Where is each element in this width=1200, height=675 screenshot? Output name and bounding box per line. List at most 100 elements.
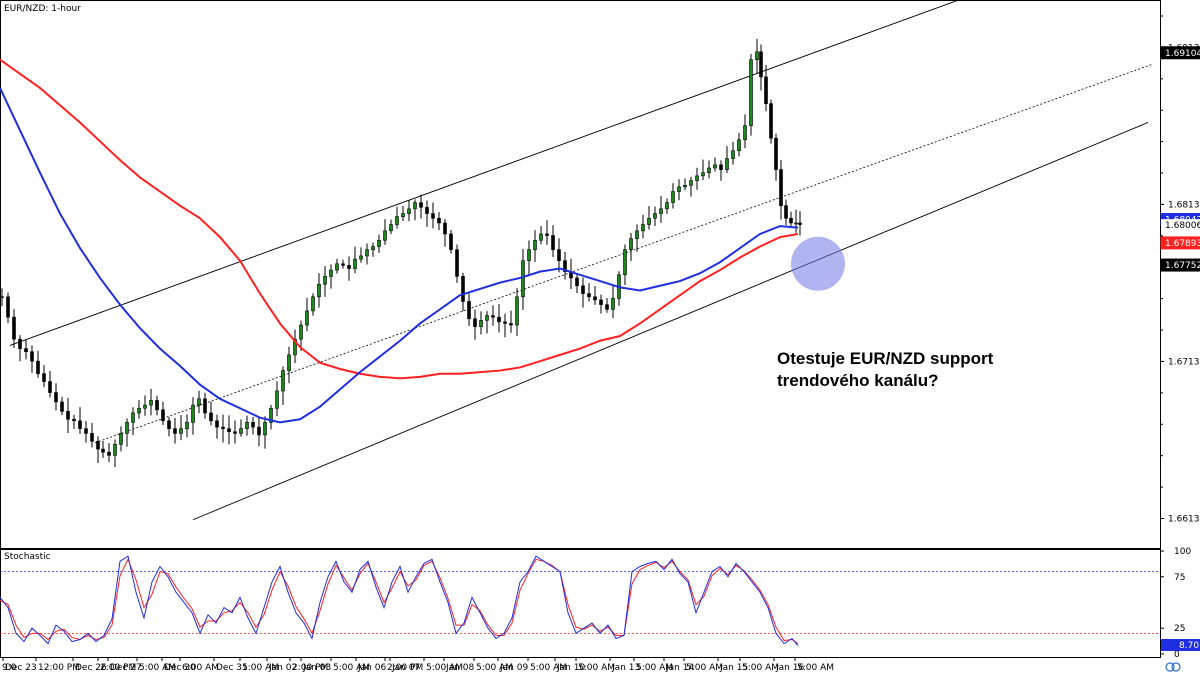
candle-body — [521, 260, 525, 298]
candle-body — [6, 296, 10, 318]
stochastic-frame — [0, 549, 1161, 658]
candle-body — [287, 354, 291, 371]
time-tick-label: 5:00 AM — [686, 663, 723, 673]
candle-body — [641, 224, 645, 232]
candle-body — [0, 296, 4, 299]
candle-body — [119, 433, 123, 445]
candle-body — [491, 315, 495, 318]
candle-body — [359, 255, 363, 260]
candle-body — [383, 230, 387, 241]
channel-upper-line — [9, 0, 961, 346]
candle-body — [677, 186, 681, 192]
candle-body — [125, 422, 129, 434]
price-tick-label: 1.67138 — [1168, 357, 1200, 367]
time-tick-label: 5:00 AM — [333, 663, 370, 673]
candle-body — [143, 404, 147, 409]
candle-body — [323, 276, 327, 285]
candle-body — [317, 283, 321, 298]
price-label-box — [1160, 258, 1200, 272]
candle-body — [341, 263, 345, 266]
candle-body — [647, 217, 651, 225]
candle-body — [701, 172, 705, 177]
ma-red-line — [0, 58, 799, 380]
time-tick-label: 5:00 AM — [139, 663, 176, 673]
time-tick-label: 2:00 PM — [292, 663, 328, 673]
candle-body — [737, 139, 741, 152]
support-highlight-circle — [791, 236, 845, 291]
candle-body — [798, 222, 802, 225]
stochastic-pane: 100 75 25 08.70 — [0, 547, 1200, 660]
candle-body — [353, 258, 357, 269]
candle-body — [557, 249, 561, 261]
candle-body — [389, 224, 393, 232]
candle-body — [299, 324, 303, 340]
candle-body — [551, 235, 555, 250]
candle-body — [203, 398, 207, 414]
candle-body — [395, 216, 399, 225]
candle-body — [18, 338, 22, 349]
candle-body — [599, 299, 603, 305]
candle-body — [66, 411, 70, 420]
candle-body — [173, 428, 177, 434]
candle-body — [191, 404, 195, 423]
candle-body — [611, 298, 615, 310]
candle-body — [293, 338, 297, 356]
candle-body — [515, 296, 519, 326]
candle-body — [209, 412, 213, 422]
candle-body — [329, 269, 333, 277]
candle-body — [275, 390, 279, 409]
candle-body — [769, 103, 773, 139]
candle-body — [84, 428, 88, 434]
candle-body — [581, 285, 585, 294]
candle-body — [623, 249, 627, 276]
candle-body — [713, 164, 717, 169]
candle-body — [407, 208, 411, 214]
candle-body — [461, 276, 465, 302]
time-tick-label: 12:00 PM — [38, 663, 80, 673]
candle-body — [431, 213, 435, 219]
time-tick-label: 5:00 AM — [242, 663, 279, 673]
time-tick-label: Dec 31 — [216, 663, 248, 673]
candle-body — [671, 191, 675, 203]
annotation-line1: Otestuje EUR/NZD support — [777, 349, 994, 368]
candle-body — [311, 296, 315, 312]
candle-body — [36, 360, 40, 375]
candle-body — [245, 422, 249, 429]
candle-body — [335, 263, 339, 271]
time-tick-label: Jan 16 — [775, 663, 804, 673]
candle-body — [764, 76, 768, 104]
candle-body — [371, 246, 375, 250]
candle-body — [437, 217, 441, 224]
candle-body — [497, 316, 501, 323]
price-label: 1.69104 — [1165, 49, 1200, 59]
candle-body — [683, 184, 687, 188]
time-tick-label: Dec 27 — [110, 663, 142, 673]
candle-body — [527, 249, 531, 261]
candle-body — [789, 217, 793, 224]
candle-body — [305, 310, 309, 326]
candle-body — [42, 373, 46, 382]
candle-body — [215, 420, 219, 428]
candle-body — [473, 318, 477, 327]
candle-body — [479, 320, 483, 327]
annotation-line2: trendového kanálu? — [777, 371, 939, 390]
candle-body — [185, 422, 189, 429]
candle-body — [545, 233, 549, 236]
candle-body — [503, 321, 507, 324]
candle-body — [131, 412, 135, 423]
stoch-current-label: 8.70 — [1179, 641, 1199, 651]
candle-body — [107, 451, 111, 456]
time-tick-label: Jan 02 — [268, 663, 297, 673]
time-tick-label: Jan 15 — [719, 663, 748, 673]
time-tick-label: Dec 23 — [5, 663, 37, 673]
price-label-box — [1160, 236, 1200, 250]
candle-body — [449, 233, 453, 250]
candle-body — [24, 348, 28, 353]
candle-body — [731, 150, 735, 159]
candle-body — [72, 418, 76, 422]
chain-link-icon — [1165, 662, 1175, 672]
candle-body — [263, 422, 267, 436]
time-tick-label: Jan 07 — [391, 663, 420, 673]
price-label: 1.68006 — [1165, 221, 1200, 231]
time-tick-label: Jan 03 — [302, 663, 331, 673]
